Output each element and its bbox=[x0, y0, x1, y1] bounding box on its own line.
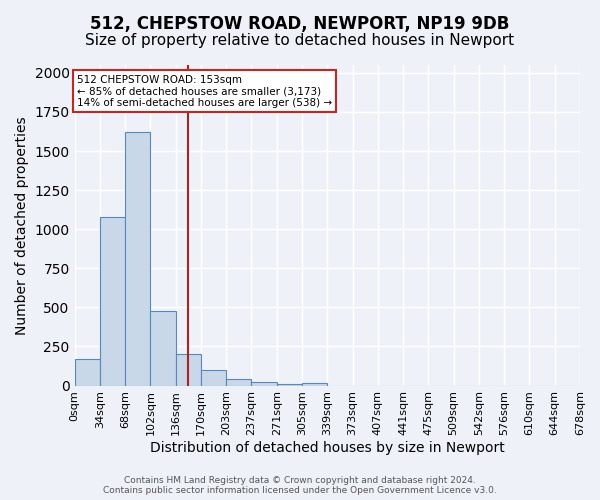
Bar bbox=[176, 354, 201, 386]
Bar bbox=[100, 216, 125, 386]
X-axis label: Distribution of detached houses by size in Newport: Distribution of detached houses by size … bbox=[150, 441, 505, 455]
Bar bbox=[151, 310, 176, 386]
Text: Size of property relative to detached houses in Newport: Size of property relative to detached ho… bbox=[85, 32, 515, 48]
Bar bbox=[302, 383, 327, 386]
Bar bbox=[277, 384, 302, 386]
Text: 512, CHEPSTOW ROAD, NEWPORT, NP19 9DB: 512, CHEPSTOW ROAD, NEWPORT, NP19 9DB bbox=[91, 15, 509, 33]
Bar bbox=[125, 132, 151, 386]
Bar bbox=[251, 382, 277, 386]
Y-axis label: Number of detached properties: Number of detached properties bbox=[15, 116, 29, 334]
Bar bbox=[201, 370, 226, 386]
Text: Contains HM Land Registry data © Crown copyright and database right 2024.
Contai: Contains HM Land Registry data © Crown c… bbox=[103, 476, 497, 495]
Bar bbox=[74, 359, 100, 386]
Text: 512 CHEPSTOW ROAD: 153sqm
← 85% of detached houses are smaller (3,173)
14% of se: 512 CHEPSTOW ROAD: 153sqm ← 85% of detac… bbox=[77, 74, 332, 108]
Bar bbox=[226, 380, 251, 386]
